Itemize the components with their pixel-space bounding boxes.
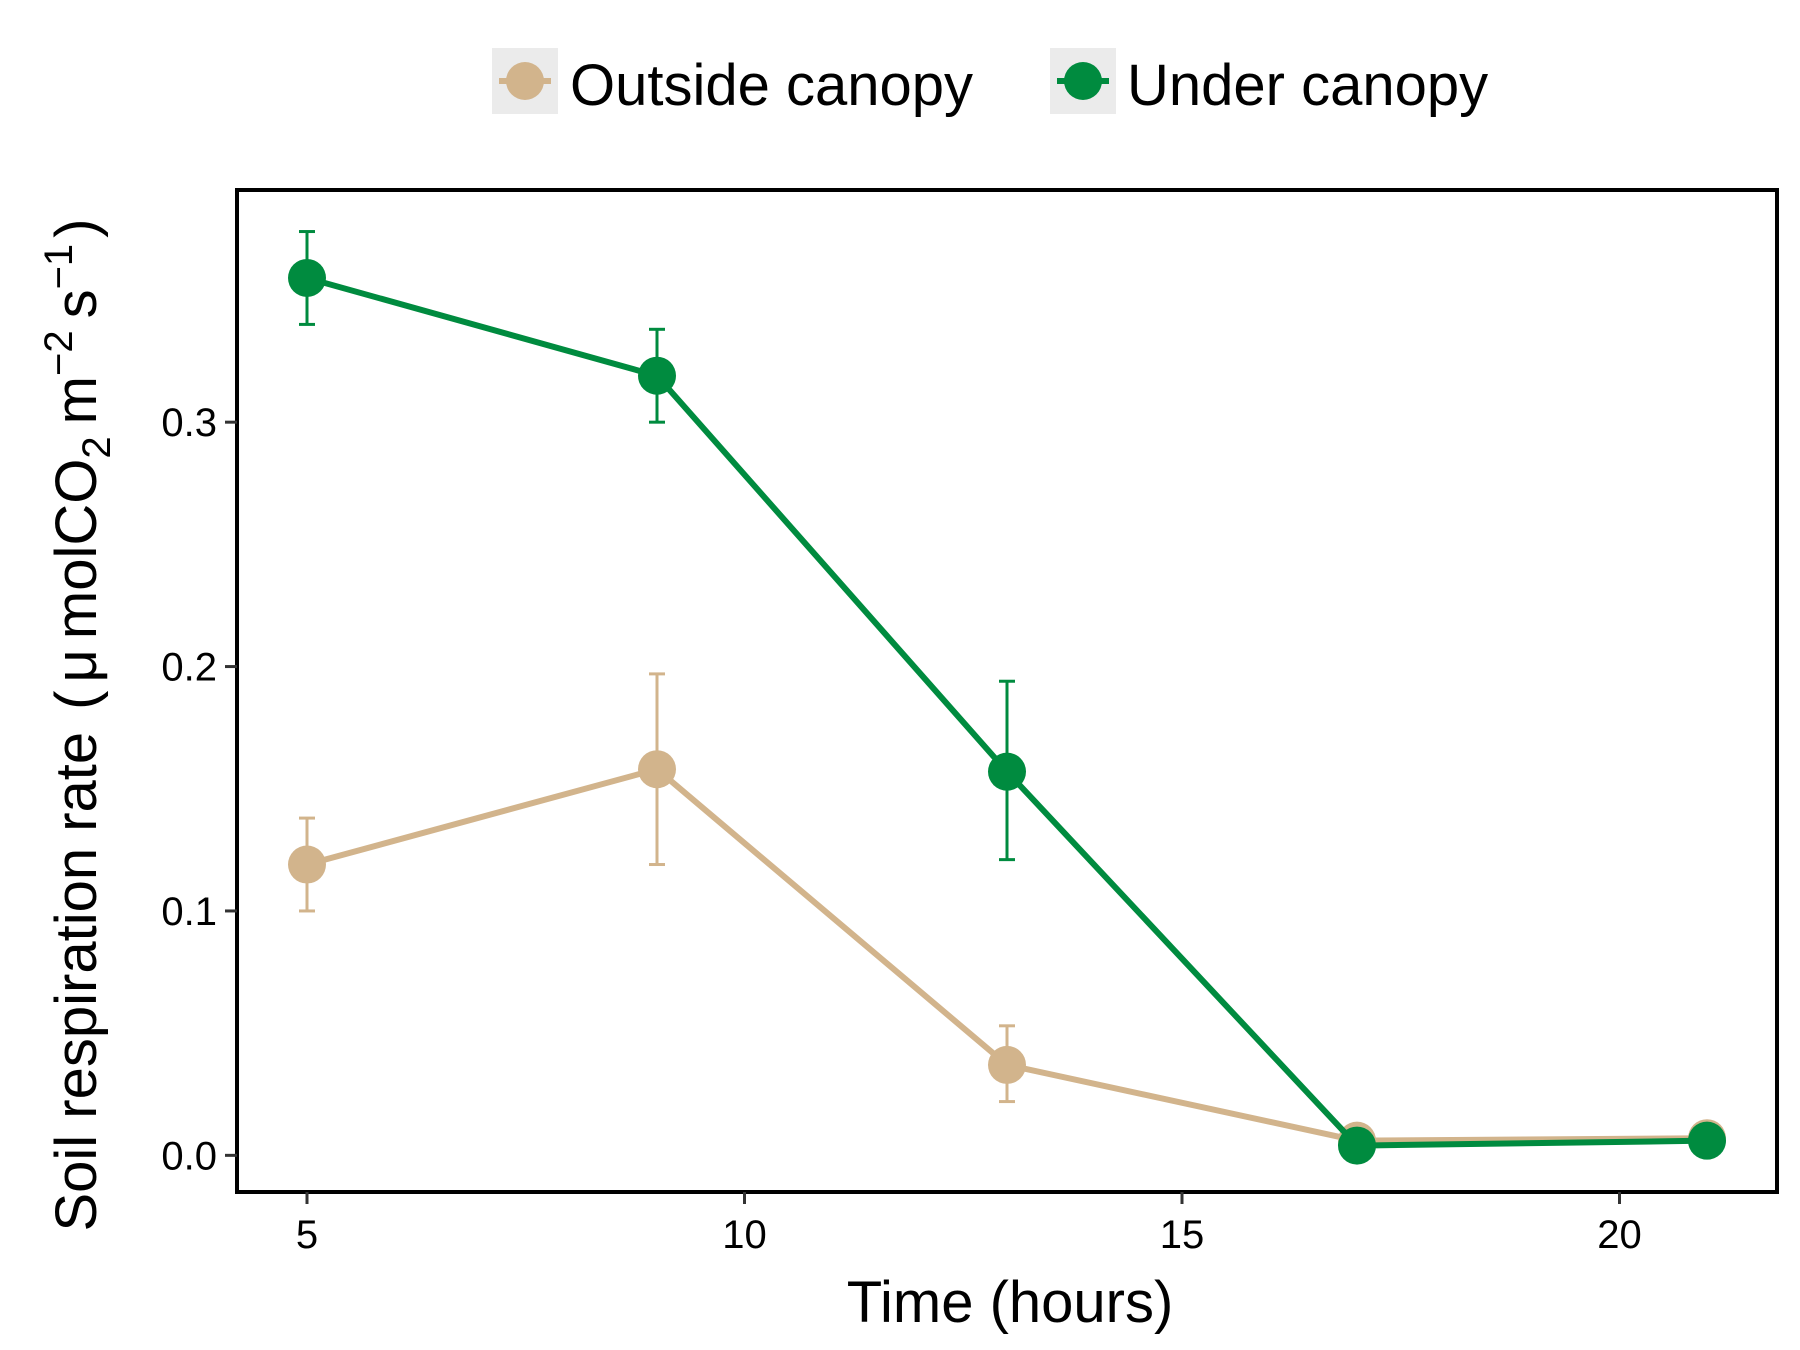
y-axis-title-s: s [44, 289, 109, 318]
series-under [288, 230, 1726, 1165]
x-axis: 5 10 15 20 [296, 1192, 1642, 1257]
y-axis: 0.0 0.1 0.2 0.3 [161, 401, 237, 1178]
legend-key-outside-point [506, 62, 544, 100]
x-tick-label: 15 [1160, 1213, 1205, 1257]
data-point-outside [638, 750, 676, 789]
series-outside [288, 672, 1726, 1160]
data-point-under [638, 356, 676, 395]
x-axis-title: Time (hours) [847, 1270, 1174, 1335]
plot-series [288, 230, 1726, 1165]
plot-panel [235, 188, 1779, 1194]
x-tick-label: 5 [296, 1213, 318, 1257]
y-axis-title-mol: molCO [44, 459, 109, 639]
data-point-outside [988, 1045, 1026, 1084]
legend-label-outside: Outside canopy [570, 53, 973, 118]
y-axis-title: Soil respiration rate ( μ molCO2 m−2 s−1) [37, 218, 119, 1231]
y-axis-title-m: m [44, 376, 109, 424]
data-point-under [1338, 1126, 1376, 1165]
legend-label-under: Under canopy [1127, 53, 1488, 118]
y-tick-label: 0.3 [161, 401, 217, 445]
y-tick-label: 0.1 [161, 890, 217, 934]
y-tick-label: 0.2 [161, 646, 217, 690]
data-point-under [988, 752, 1026, 791]
data-point-under [288, 258, 326, 297]
y-axis-title-main: Soil respiration rate [44, 732, 109, 1232]
y-axis-title-paren-close: ) [44, 218, 109, 237]
y-axis-title-mu: μ [44, 649, 109, 682]
y-axis-title-paren-open: ( [44, 691, 109, 710]
legend: Outside canopy Under canopy [492, 48, 1488, 118]
legend-item-outside: Outside canopy [492, 48, 973, 118]
x-tick-label: 20 [1597, 1213, 1642, 1257]
y-axis-title-s-exp: −1 [37, 244, 81, 290]
legend-item-under: Under canopy [1050, 48, 1488, 118]
legend-key-under-point [1064, 62, 1102, 100]
data-point-outside [288, 845, 326, 884]
y-tick-label: 0.0 [161, 1134, 217, 1178]
y-axis-title-sub: 2 [75, 436, 119, 458]
data-point-under [1688, 1121, 1726, 1160]
y-axis-title-m-exp: −2 [37, 330, 81, 376]
x-tick-label: 10 [722, 1213, 767, 1257]
